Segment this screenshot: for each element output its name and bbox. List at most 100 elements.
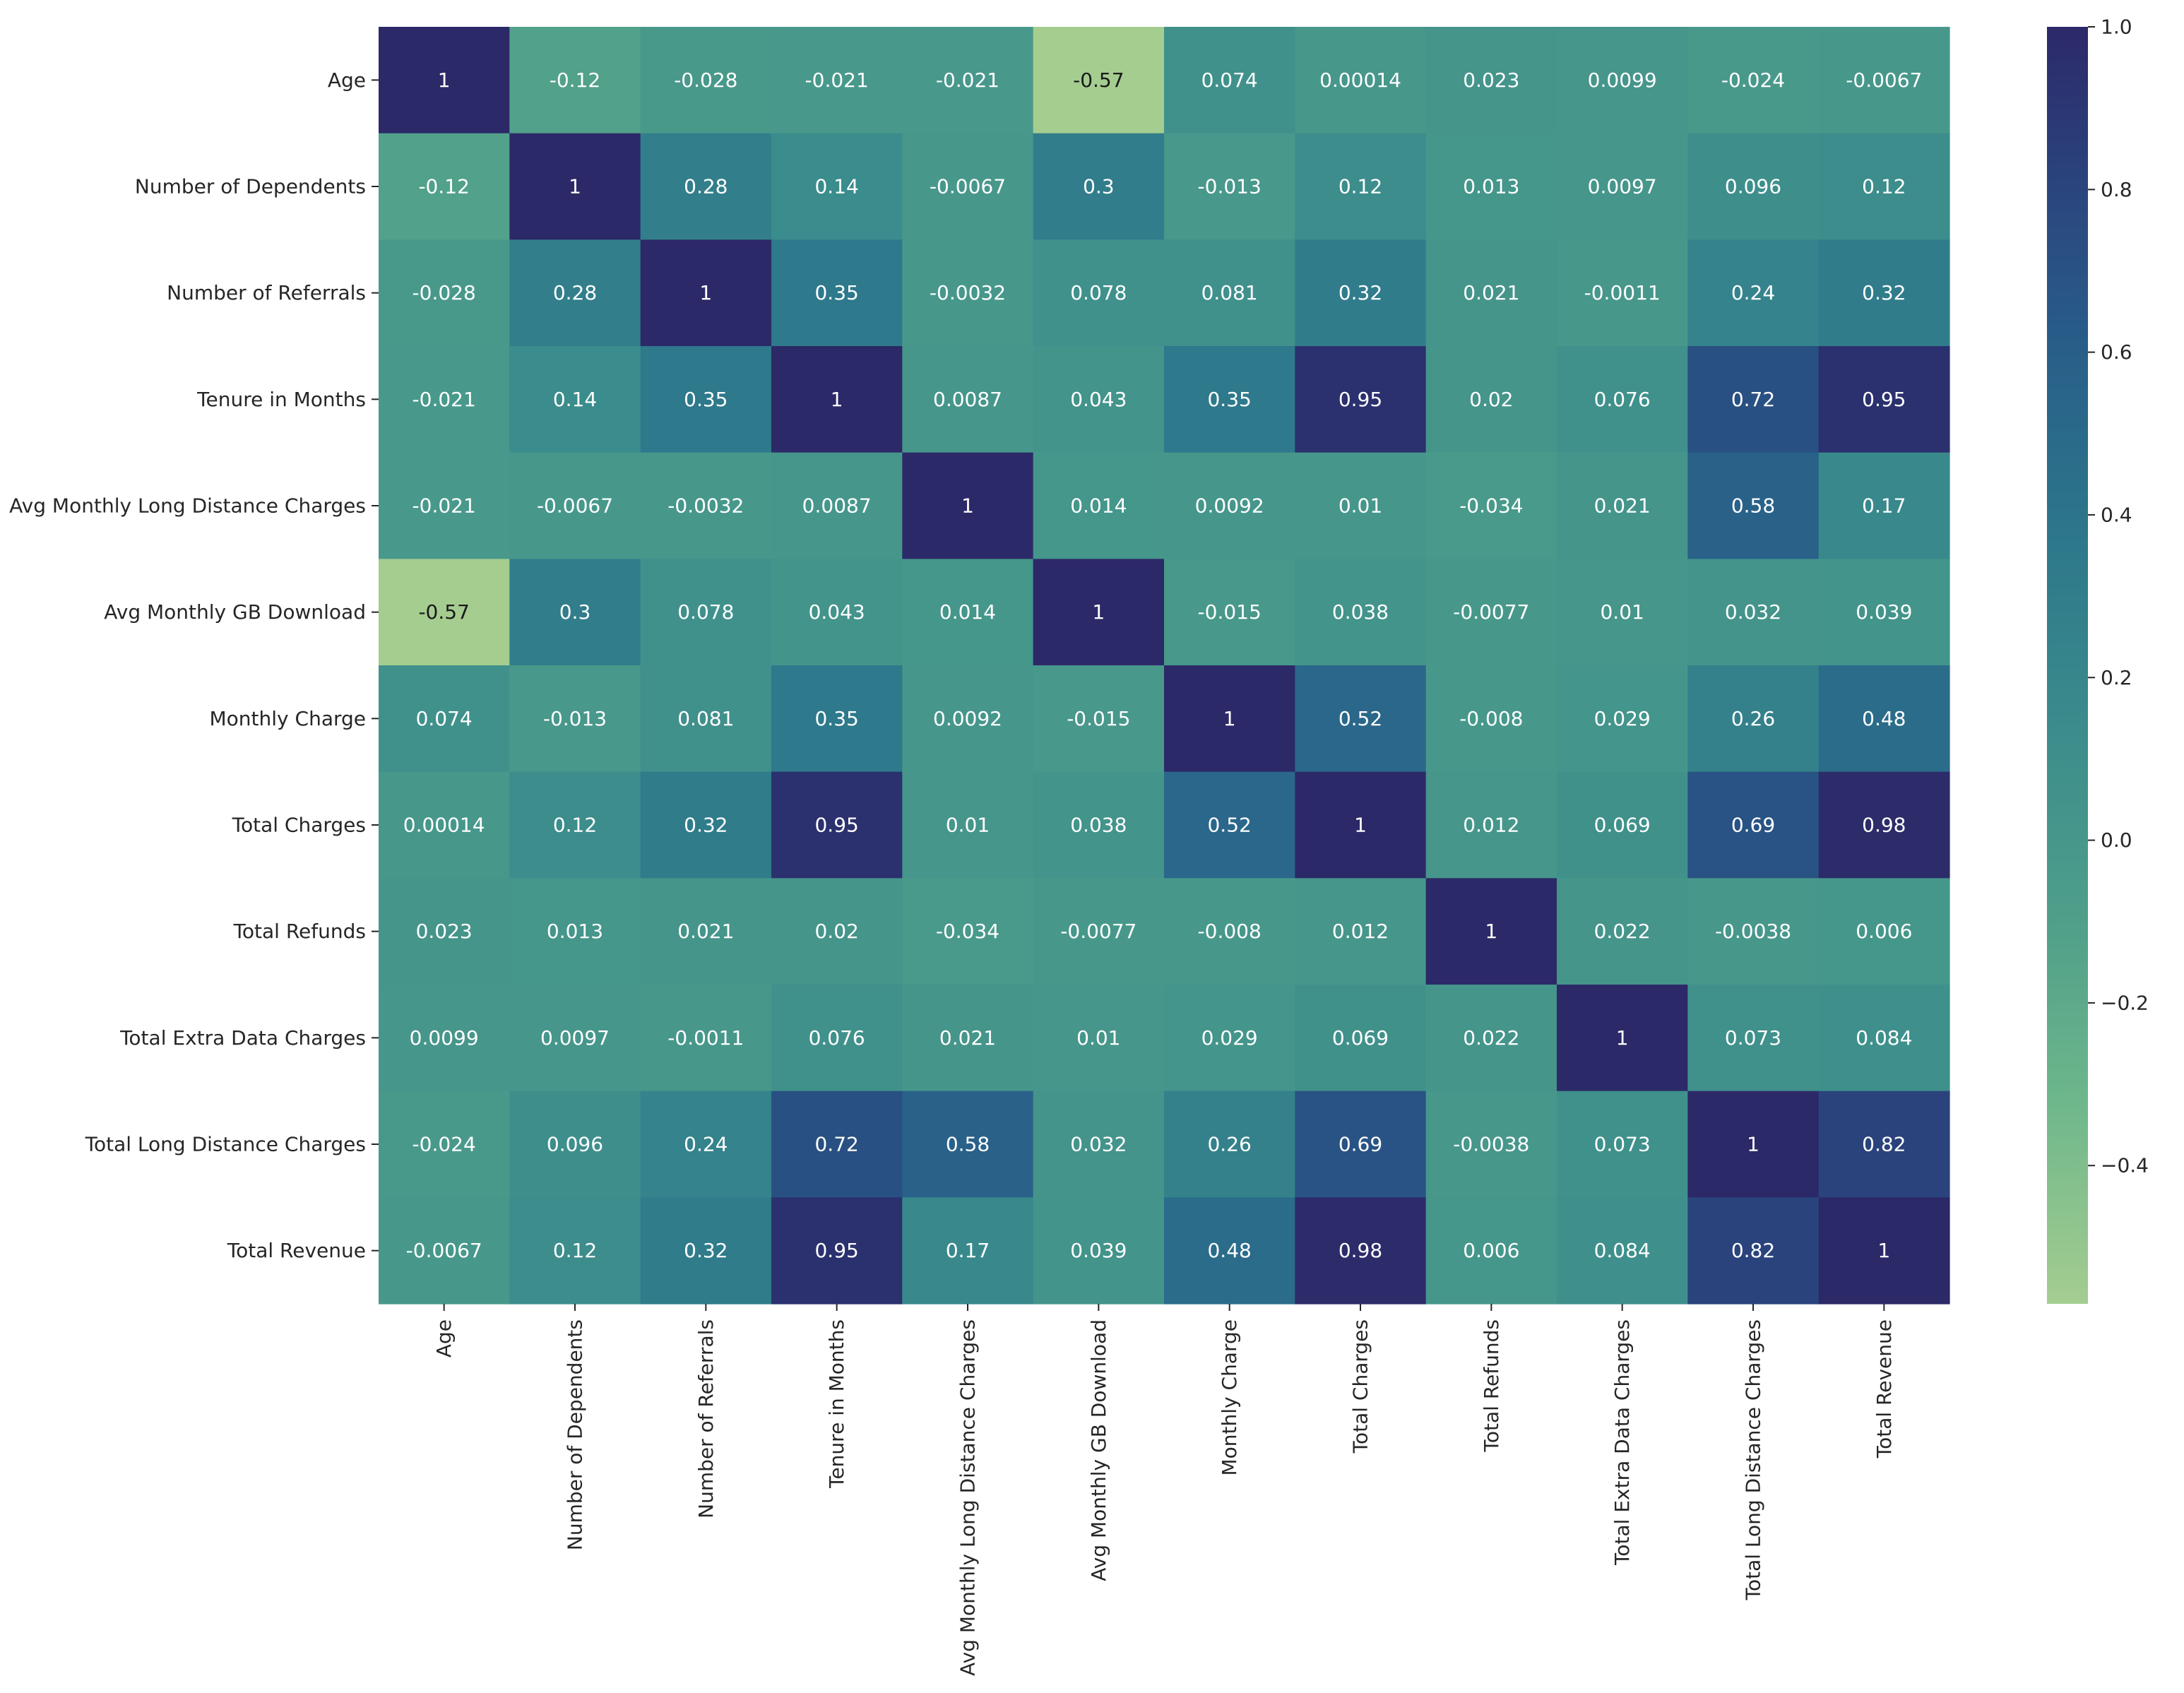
cell-value-label: 0.013 — [1463, 175, 1519, 198]
heatmap-cell — [902, 239, 1034, 347]
heatmap-cell — [902, 878, 1034, 985]
heatmap-cell — [1295, 133, 1427, 240]
cell-value-label: 0.021 — [939, 1026, 996, 1050]
cell-value-label: 0.02 — [814, 920, 858, 943]
x-tick-label: Monthly Charge — [1218, 1319, 1241, 1475]
cell-value-label: 0.022 — [1463, 1026, 1519, 1050]
cell-value-label: 0.021 — [1463, 281, 1519, 304]
heatmap-cell — [1164, 985, 1295, 1092]
heatmap-cell — [1818, 985, 1950, 1092]
cell-value-label: 0.012 — [1463, 814, 1519, 837]
cell-value-label: 0.096 — [547, 1133, 603, 1156]
cell-value-label: -0.0067 — [537, 494, 613, 518]
heatmap-cell — [1818, 239, 1950, 347]
heatmap-cell — [1164, 452, 1295, 559]
heatmap-cell — [1033, 878, 1165, 985]
cell-value-label: 0.48 — [1207, 1239, 1251, 1262]
heatmap-cell — [509, 133, 641, 240]
heatmap-cell — [509, 239, 641, 347]
cell-value-label: 0.022 — [1594, 920, 1651, 943]
cell-value-label: -0.034 — [936, 920, 999, 943]
cell-value-label: 0.95 — [1339, 388, 1382, 411]
cell-value-label: -0.0067 — [406, 1239, 482, 1262]
heatmap-cell — [771, 452, 903, 559]
cell-value-label: 0.0097 — [540, 1026, 610, 1050]
heatmap-cell — [1557, 133, 1688, 240]
cell-value-label: 0.35 — [684, 388, 728, 411]
cell-value-label: -0.028 — [413, 281, 476, 304]
heatmap-cell — [1557, 878, 1688, 985]
cell-value-label: -0.034 — [1459, 494, 1523, 518]
cell-value-label: 0.26 — [1207, 1133, 1251, 1156]
heatmap-cell — [1557, 1197, 1688, 1305]
cell-value-label: -0.57 — [418, 600, 469, 624]
heatmap-cell — [509, 452, 641, 559]
cell-value-label: -0.0011 — [667, 1026, 744, 1050]
heatmap-annotations: 1 -0.12 -0.028 -0.021 -0.021 -0.57 0.074 0.0001… — [403, 69, 1923, 1262]
heatmap-cell — [1295, 665, 1427, 773]
heatmap-cell — [1687, 665, 1820, 773]
heatmap-cell — [1295, 239, 1427, 347]
heatmap-cell — [1557, 239, 1688, 347]
x-tick-label: Avg Monthly Long Distance Charges — [956, 1319, 980, 1676]
cell-value-label: 0.078 — [677, 600, 734, 624]
heatmap-cell — [1164, 559, 1295, 666]
cell-value-label: 0.35 — [1207, 388, 1251, 411]
cell-value-label: 0.012 — [1332, 920, 1389, 943]
cell-value-label: -0.024 — [1721, 69, 1785, 92]
x-tick-label: Age — [432, 1319, 456, 1358]
cell-value-label: 0.95 — [1862, 388, 1906, 411]
y-tick-label: Avg Monthly Long Distance Charges — [9, 494, 366, 518]
y-tick-label: Avg Monthly GB Download — [104, 600, 366, 624]
x-tick-label: Total Revenue — [1873, 1319, 1896, 1459]
cell-value-label: 0.28 — [684, 175, 728, 198]
colorbar-tick-label: −0.4 — [2101, 1154, 2149, 1177]
heatmap-cell — [1818, 1091, 1950, 1198]
heatmap-cell — [379, 878, 510, 985]
heatmap-cell — [902, 771, 1034, 879]
heatmap-cell — [640, 878, 772, 985]
colorbar-tick-label: 0.0 — [2101, 828, 2132, 852]
colorbar: 1.0 0.8 0.6 0.4 0.2 0.0 −0.2 −0.4 — [2047, 16, 2149, 1304]
cell-value-label: -0.0038 — [1453, 1133, 1529, 1156]
cell-value-label: 0.95 — [814, 814, 858, 837]
heatmap-cell — [509, 1091, 641, 1198]
heatmap-cell — [1687, 239, 1820, 347]
cell-value-label: 1 — [699, 281, 712, 304]
y-tick-label: Total Revenue — [227, 1239, 366, 1262]
heatmap-cell — [1687, 878, 1820, 985]
heatmap-cell — [640, 985, 772, 1092]
heatmap-cell — [1687, 1197, 1820, 1305]
cell-value-label: 0.52 — [1207, 814, 1251, 837]
heatmap-cell — [1425, 1197, 1557, 1305]
cell-value-label: -0.008 — [1198, 920, 1262, 943]
heatmap-cell — [509, 27, 641, 134]
heatmap-cell — [902, 133, 1034, 240]
cell-value-label: 0.12 — [553, 1239, 597, 1262]
heatmap-cell — [379, 665, 510, 773]
cell-value-label: 0.0087 — [933, 388, 1002, 411]
cell-value-label: 0.0092 — [933, 707, 1002, 730]
heatmap-cell — [1164, 346, 1295, 453]
heatmap-cell — [771, 878, 903, 985]
cell-value-label: -0.024 — [413, 1133, 476, 1156]
cell-value-label: 0.076 — [1594, 388, 1651, 411]
y-tick-label: Total Charges — [232, 814, 366, 837]
heatmap-cell — [902, 1197, 1034, 1305]
cell-value-label: -0.008 — [1459, 707, 1523, 730]
cell-value-label: 0.084 — [1594, 1239, 1651, 1262]
y-tick-label: Total Extra Data Charges — [119, 1026, 366, 1050]
cell-value-label: -0.021 — [413, 388, 476, 411]
cell-value-label: 0.35 — [814, 707, 858, 730]
heatmap-cell — [771, 346, 903, 453]
heatmap-cell — [379, 27, 510, 134]
heatmap-cell — [1818, 346, 1950, 453]
cell-value-label: 0.28 — [553, 281, 597, 304]
cell-value-label: 0.3 — [559, 600, 591, 624]
heatmap-cell — [1687, 985, 1820, 1092]
cell-value-label: 0.48 — [1862, 707, 1906, 730]
cell-value-label: 1 — [961, 494, 974, 518]
heatmap-cell — [1818, 771, 1950, 879]
cell-value-label: 0.58 — [1731, 494, 1775, 518]
heatmap-cell — [771, 771, 903, 879]
